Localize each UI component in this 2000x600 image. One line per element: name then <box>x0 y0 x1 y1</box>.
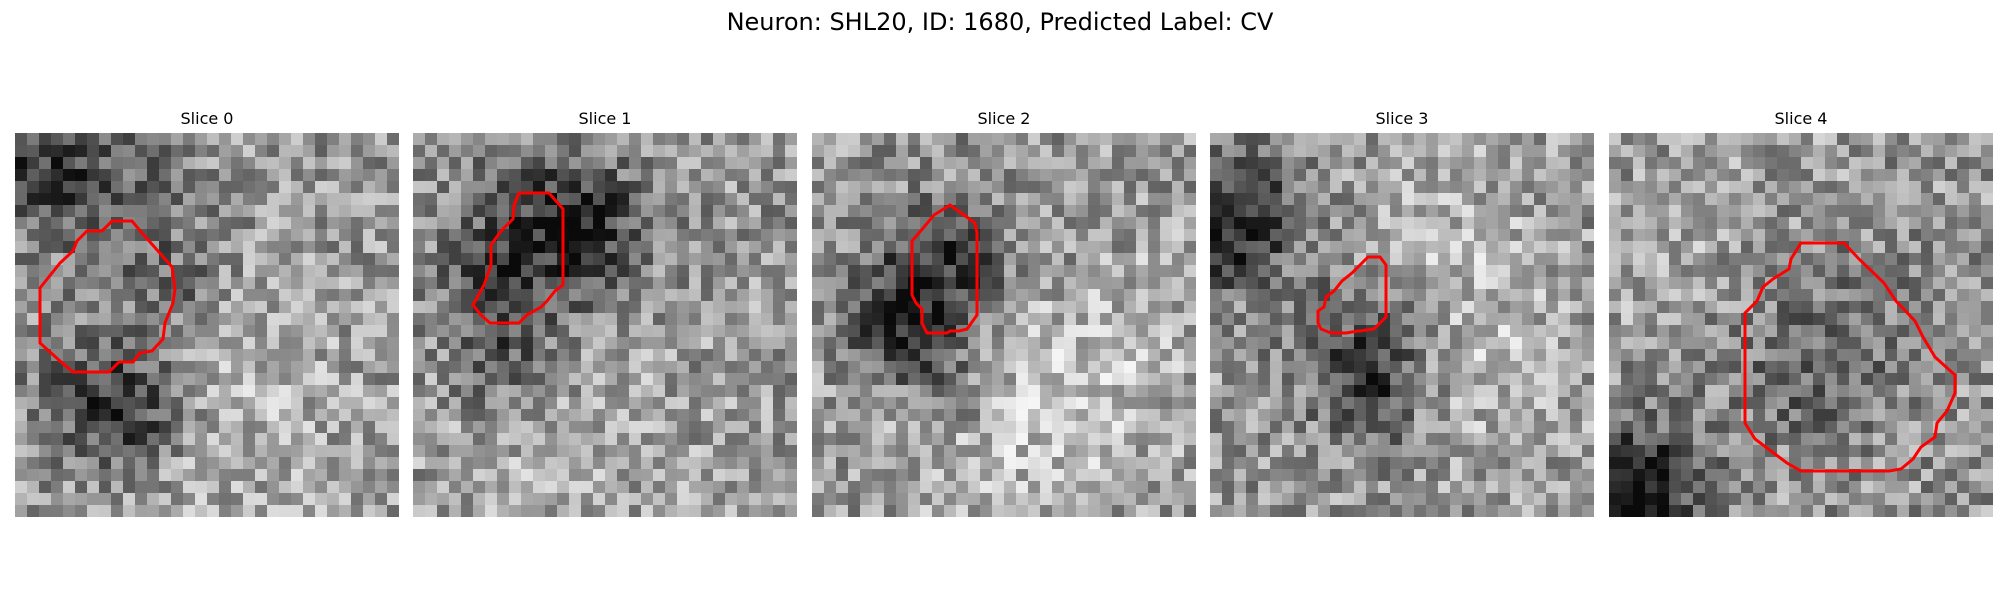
slice-image-0 <box>15 133 399 517</box>
roi-contour-overlay-3 <box>1316 255 1388 335</box>
slice-panel-4: Slice 4 <box>1609 108 1993 517</box>
slice-title-2: Slice 2 <box>977 109 1031 128</box>
roi-contour-4 <box>1743 241 1957 473</box>
roi-contour-overlay-4 <box>1743 241 1957 473</box>
slice-panel-0: Slice 0 <box>15 108 399 517</box>
slice-title-1: Slice 1 <box>578 109 632 128</box>
slice-image-3 <box>1210 133 1594 517</box>
slice-image-4 <box>1609 133 1993 517</box>
slice-panel-3: Slice 3 <box>1210 108 1594 517</box>
slice-title-3: Slice 3 <box>1375 109 1429 128</box>
slice-panel-1: Slice 1 <box>413 108 797 517</box>
slice-title-4: Slice 4 <box>1774 109 1828 128</box>
roi-contour-2-line <box>910 203 979 335</box>
slice-image-2 <box>812 133 1196 517</box>
roi-contour-overlay-1 <box>471 191 565 325</box>
roi-contour-3 <box>1316 255 1388 335</box>
slice-panel-2: Slice 2 <box>812 108 1196 517</box>
roi-contour-0 <box>38 219 177 374</box>
roi-contour-1 <box>471 191 565 325</box>
roi-contour-overlay-2 <box>910 203 979 335</box>
slice-title-0: Slice 0 <box>180 109 234 128</box>
slice-image-1 <box>413 133 797 517</box>
roi-contour-overlay-0 <box>38 219 177 374</box>
figure-title: Neuron: SHL20, ID: 1680, Predicted Label… <box>726 8 1274 36</box>
